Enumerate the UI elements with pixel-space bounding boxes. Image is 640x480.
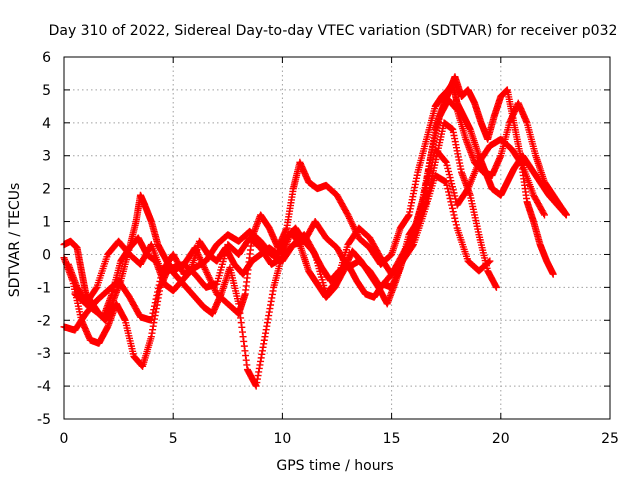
data-point	[485, 258, 493, 266]
data-point	[449, 208, 457, 216]
y-tick-label: -3	[37, 346, 51, 362]
data-point	[448, 180, 456, 188]
data-point	[150, 306, 158, 314]
x-tick-label: 20	[492, 431, 510, 447]
x-tick-label: 15	[383, 431, 401, 447]
data-point	[540, 210, 548, 218]
data-point	[147, 316, 155, 324]
data-point	[92, 285, 100, 293]
data-point	[442, 178, 450, 186]
data-point	[150, 302, 158, 310]
data-point	[149, 309, 157, 317]
data-point	[450, 211, 458, 219]
data-point	[447, 198, 455, 206]
data-point	[450, 189, 458, 197]
series-arc-5	[71, 171, 494, 308]
data-point	[449, 186, 457, 194]
data-point	[155, 281, 163, 289]
data-points	[60, 73, 570, 390]
data-point	[562, 211, 570, 219]
data-point	[445, 191, 453, 199]
x-tick-label: 0	[60, 431, 69, 447]
x-tick-label: 10	[273, 431, 291, 447]
data-point	[448, 183, 456, 191]
y-tick-label: 2	[42, 182, 51, 198]
data-point	[445, 171, 453, 179]
data-point	[445, 167, 453, 175]
chart-title: Day 310 of 2022, Sidereal Day-to-day VTE…	[49, 23, 618, 39]
data-point	[445, 188, 453, 196]
data-point	[448, 201, 456, 209]
data-point	[446, 195, 454, 203]
data-point	[443, 181, 451, 189]
y-tick-label: 1	[42, 215, 51, 231]
y-tick-label: 4	[42, 116, 51, 132]
data-point	[443, 161, 451, 169]
x-axis-label: GPS time / hours	[276, 458, 393, 474]
data-point	[151, 299, 159, 307]
data-point	[451, 192, 459, 200]
x-tick-label: 25	[601, 431, 619, 447]
data-point	[452, 221, 460, 229]
data-point	[441, 157, 449, 165]
data-point	[484, 258, 492, 266]
data-point	[332, 278, 340, 286]
data-point	[153, 292, 161, 300]
data-point	[447, 177, 455, 185]
data-point	[446, 174, 454, 182]
data-point	[152, 295, 160, 303]
y-tick-label: 6	[42, 50, 51, 66]
data-point	[444, 185, 452, 193]
data-point	[451, 214, 459, 222]
data-point	[540, 211, 548, 219]
y-axis-label: SDTVAR / TECUs	[7, 183, 23, 298]
data-point	[448, 204, 456, 212]
data-point	[154, 288, 162, 296]
axis-ticks: 0 5 10 15 20 25 -5 -4 -3 -2 -1 0 1 2 3 4 5 6	[37, 50, 619, 447]
y-tick-label: -1	[37, 280, 51, 296]
y-tick-label: -2	[37, 313, 51, 329]
x-tick-label: 5	[169, 431, 178, 447]
y-tick-label: 0	[42, 247, 51, 263]
data-point	[452, 218, 460, 226]
y-tick-label: -5	[37, 412, 51, 428]
data-point	[549, 270, 557, 278]
y-tick-label: 3	[42, 149, 51, 165]
data-point	[343, 210, 351, 218]
data-point	[444, 164, 452, 172]
y-tick-label: 5	[42, 83, 51, 99]
data-point	[442, 158, 450, 166]
data-point	[492, 283, 500, 291]
plot-frame	[63, 56, 611, 420]
series-arc-6	[405, 73, 557, 278]
data-point	[154, 285, 162, 293]
y-tick-label: -4	[37, 379, 51, 395]
data-point	[148, 313, 156, 321]
data-point	[486, 257, 494, 265]
